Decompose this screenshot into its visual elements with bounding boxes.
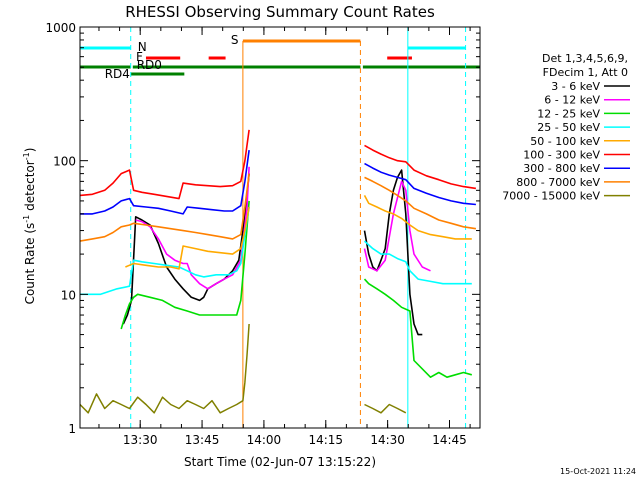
flag-label-night: N <box>138 40 147 54</box>
flag-label-saa: S <box>231 33 239 47</box>
series-layer <box>79 129 477 414</box>
y-tick-label-3: 100 <box>53 155 76 169</box>
x-axis-label: Start Time (02-Jun-07 13:15:22) <box>184 455 376 469</box>
flag-label-rd4: RD4 <box>105 67 130 81</box>
legend-label-6: 100 - 300 keV <box>523 149 600 162</box>
axes-layer: 1 10 100 1000 13:30 13:45 14:00 14:15 14:30 14:45 <box>45 21 481 447</box>
legend-header-line-2: FDecim 1, Att 0 <box>543 66 628 79</box>
series-line-9 <box>79 323 407 414</box>
x-tick-label-4: 14:15 <box>308 433 343 447</box>
x-tick-label-2: 13:45 <box>185 433 220 447</box>
x-tick-label-3: 14:00 <box>247 433 282 447</box>
series-line-7 <box>80 149 476 215</box>
series-line-2 <box>135 166 431 290</box>
plot-frame <box>79 26 481 429</box>
x-tick-label-5: 14:30 <box>370 433 405 447</box>
legend: Det 1,3,4,5,6,9, FDecim 1, Att 0 3 - 6 k… <box>502 52 630 203</box>
x-tick-label-6: 14:45 <box>432 433 467 447</box>
series-line-8 <box>79 173 477 242</box>
series-line-6 <box>79 129 477 200</box>
flag-label-rd0: RD0 <box>137 58 162 72</box>
timestamp: 15-Oct-2021 11:24 <box>560 467 636 476</box>
series-line-5 <box>125 195 472 270</box>
legend-label-7: 300 - 800 keV <box>523 162 600 175</box>
legend-label-5: 50 - 100 keV <box>530 135 600 148</box>
legend-header-line-1: Det 1,3,4,5,6,9, <box>542 52 628 65</box>
series-line-3 <box>120 200 473 378</box>
y-tick-label-1: 1 <box>68 422 76 436</box>
y-tick-label-4: 1000 <box>45 21 76 35</box>
legend-label-9: 7000 - 15000 keV <box>502 190 600 203</box>
legend-label-8: 800 - 7000 keV <box>516 176 600 189</box>
flag-label-flare: F <box>136 50 143 64</box>
series-line-4 <box>80 206 472 296</box>
legend-label-1: 3 - 6 keV <box>551 80 600 93</box>
x-tick-label-1: 13:30 <box>123 433 158 447</box>
vline-layer <box>79 27 467 428</box>
y-tick-label-2: 10 <box>61 288 76 302</box>
legend-label-4: 25 - 50 keV <box>537 121 600 134</box>
flag-layer: NF S RD0 RD4 <box>80 33 480 81</box>
y-axis-label: Count Rate (s-1 detector-1) <box>22 148 37 305</box>
chart-title: RHESSI Observing Summary Count Rates <box>125 3 435 21</box>
legend-label-3: 12 - 25 keV <box>537 107 600 120</box>
legend-label-2: 6 - 12 keV <box>544 94 600 107</box>
series-line-1 <box>122 169 423 336</box>
